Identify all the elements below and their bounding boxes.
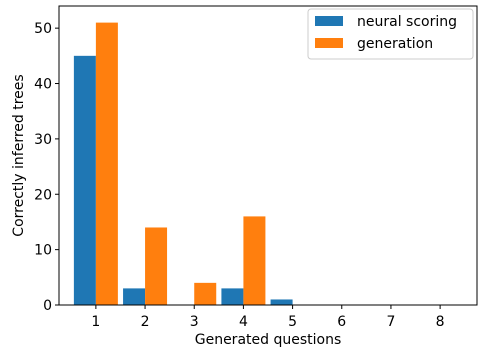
y-tick-label: 30 — [34, 132, 52, 148]
y-axis-label: Correctly inferred trees — [11, 74, 27, 236]
y-tick-label: 40 — [34, 77, 52, 93]
bars-group — [73, 22, 293, 306]
x-tick-label: 1 — [91, 314, 100, 330]
bar-generation-1 — [95, 22, 118, 305]
bar-neural-scoring-1 — [73, 55, 96, 306]
y-tick-label: 50 — [34, 21, 52, 37]
y-tick-label: 20 — [34, 187, 52, 203]
y-tick-label: 10 — [34, 243, 52, 259]
x-axis-label: Generated questions — [195, 332, 342, 348]
legend-swatch-neural-scoring — [315, 16, 343, 26]
y-axis-ticks: 0 10 20 30 40 50 — [34, 21, 59, 314]
bar-neural-scoring-2 — [123, 288, 146, 305]
bar-generation-4 — [243, 216, 266, 305]
x-tick-label: 3 — [190, 314, 199, 330]
x-tick-label: 8 — [436, 314, 445, 330]
legend-label-generation: generation — [357, 36, 433, 52]
x-tick-label: 5 — [288, 314, 297, 330]
y-tick-label: 0 — [43, 298, 52, 314]
bar-generation-2 — [145, 227, 168, 305]
x-tick-label: 4 — [239, 314, 248, 330]
legend-label-neural-scoring: neural scoring — [357, 14, 457, 30]
bar-generation-3 — [194, 282, 217, 305]
legend-box — [307, 8, 474, 60]
x-axis-ticks: 1 2 3 4 5 6 7 8 — [91, 305, 445, 330]
x-tick-label: 2 — [141, 314, 150, 330]
x-tick-label: 7 — [386, 314, 395, 330]
x-tick-label: 6 — [337, 314, 346, 330]
legend-swatch-generation — [315, 38, 343, 48]
legend: neural scoring generation — [307, 8, 474, 60]
bar-neural-scoring-4 — [221, 288, 244, 305]
plot-frame — [58, 5, 478, 306]
bar-neural-scoring-5 — [270, 299, 293, 305]
